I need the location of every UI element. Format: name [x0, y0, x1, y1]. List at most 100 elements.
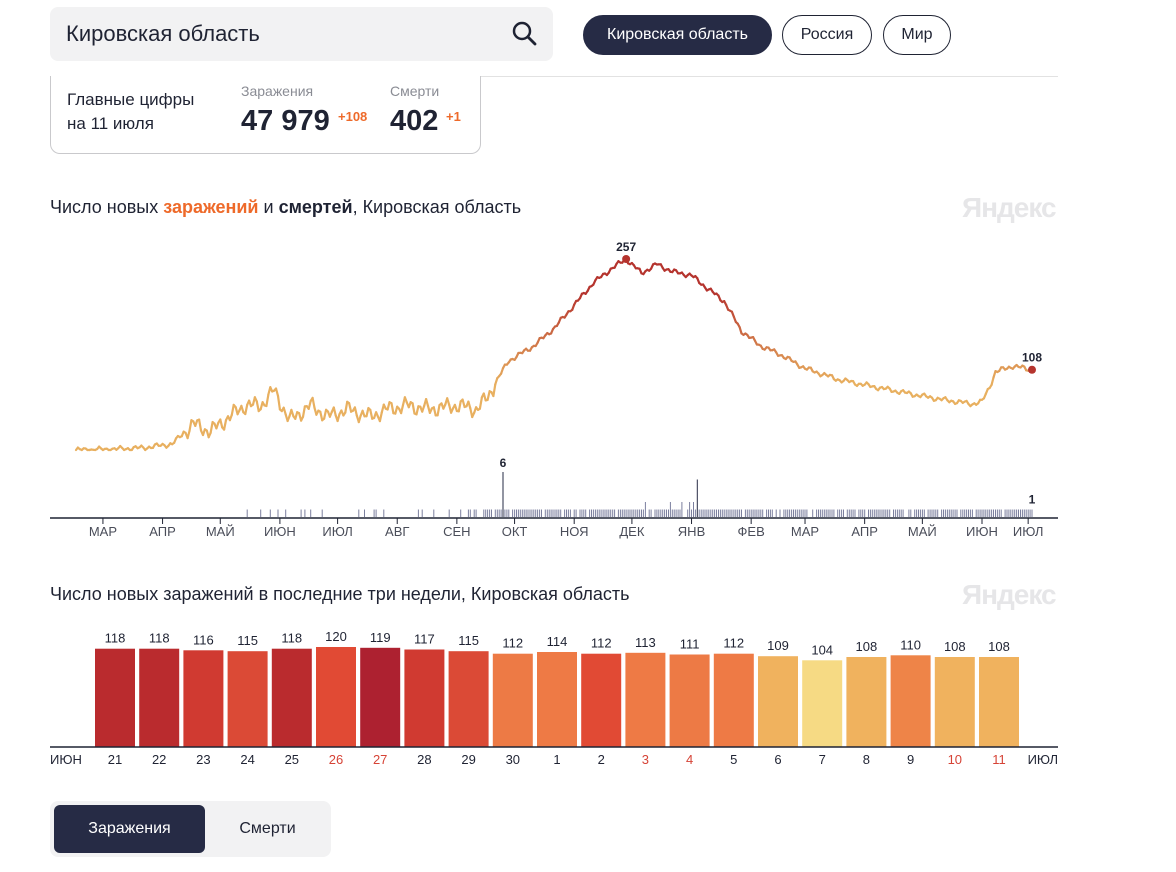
infections-line-segment	[244, 403, 249, 416]
bar-category-label: 24	[240, 752, 254, 767]
bar-category-label: 29	[461, 752, 475, 767]
infections-line-segment	[478, 396, 483, 410]
bar-value-label: 112	[502, 636, 523, 651]
bar-category-label: 4	[686, 752, 693, 767]
summary-label: Главные цифры на 11 июля	[67, 88, 194, 136]
infections-bar	[95, 648, 135, 747]
tab-deaths[interactable]: Смерти	[239, 820, 296, 837]
chart1-title-infections: заражений	[163, 197, 259, 217]
infections-last-label: 108	[1022, 351, 1042, 365]
chart2-month-end: ИЮЛ	[1028, 752, 1058, 767]
search-icon[interactable]	[511, 20, 539, 48]
chip-world[interactable]: Мир	[883, 15, 951, 55]
infections-line-segment	[230, 403, 235, 416]
infections-title: Заражения	[241, 83, 314, 99]
infections-line-segment	[219, 418, 224, 429]
infections-line-segment	[290, 408, 295, 418]
infections-line-segment	[411, 402, 416, 415]
infections-line-segment	[294, 411, 299, 420]
infections-line-segment	[311, 396, 316, 409]
infections-deaths-chart: 257 108 6 1 МАР АПР МАЙ ИЮН ИЮЛ АВГ СЕН ОКТ НОЯ ДЕК ЯН…	[50, 240, 1058, 539]
infections-peak-label: 257	[616, 240, 636, 254]
chart2-month-start: ИЮН	[50, 752, 82, 767]
infections-line-segment	[198, 418, 203, 432]
infections-line-segment	[432, 406, 437, 417]
chart1-x-tick-label: МАЙ	[908, 524, 937, 539]
infections-line-segment	[365, 407, 370, 418]
chart2-title: Число новых заражений в последние три не…	[50, 584, 630, 604]
infections-bar	[139, 648, 180, 747]
infections-line-segment	[323, 408, 328, 420]
infections-line-segment	[276, 394, 281, 411]
infections-bar	[802, 660, 843, 747]
summary-label-line1: Главные цифры	[67, 90, 195, 109]
infections-line-segment	[353, 406, 358, 417]
bar-category-label: 26	[329, 752, 343, 767]
chart1-x-tick-label: ИЮЛ	[322, 524, 352, 539]
infections-bar	[669, 654, 710, 747]
tab-infections[interactable]: Заражения	[54, 805, 205, 853]
infections-line-segment	[415, 405, 420, 416]
infections-bar	[448, 651, 489, 747]
bar-category-label: 3	[642, 752, 649, 767]
infections-delta: +108	[338, 109, 368, 124]
bar-category-label: 10	[948, 752, 962, 767]
deaths-value: 402	[390, 105, 439, 137]
infections-bar	[581, 653, 622, 747]
bar-category-label: 5	[730, 752, 737, 767]
bar-value-label: 109	[767, 638, 789, 653]
chart1-title-deaths: смертей	[278, 197, 353, 217]
search-box[interactable]: Кировская область	[50, 7, 553, 61]
infections-bar	[890, 655, 931, 747]
bar-value-label: 118	[149, 631, 170, 646]
mode-tabs: Заражения Смерти	[50, 801, 331, 857]
bar-value-label: 116	[193, 632, 214, 647]
infections-value: 47 979	[241, 105, 330, 137]
infections-line-segment	[357, 414, 362, 424]
yandex-watermark-2: Яндекс	[962, 579, 1057, 610]
chip-kirov-region[interactable]: Кировская область	[583, 15, 772, 55]
chart1-x-tick-label: ФЕВ	[738, 524, 765, 539]
chart1-x-tick-label: ИЮН	[966, 524, 998, 539]
infections-bar	[360, 647, 401, 747]
chart1-x-tick-label: ЯНВ	[678, 524, 705, 539]
infections-line-segment	[400, 404, 405, 415]
infections-line-segment	[186, 429, 191, 440]
infections-bar	[934, 657, 975, 747]
infections-bar	[404, 649, 445, 747]
infections-bar	[713, 653, 754, 747]
chart1-x-tick-label: ОКТ	[502, 524, 528, 539]
chart1-x-tick-label: АВГ	[385, 524, 409, 539]
bar-value-label: 118	[281, 631, 302, 646]
infections-bar	[227, 651, 268, 747]
infections-line-segment	[369, 408, 374, 420]
chart1-x-tick-label: НОЯ	[560, 524, 589, 539]
bar-value-label: 112	[591, 636, 612, 651]
infections-bar	[316, 647, 356, 747]
infections-line-segment	[188, 419, 193, 432]
infections-last-point	[1028, 365, 1036, 374]
chart1-x-tick-label: СЕН	[443, 524, 470, 539]
bar-category-label: 7	[819, 752, 826, 767]
chart1-title: Число новых заражений и смертей, Кировск…	[50, 197, 521, 218]
bar-value-label: 108	[944, 639, 966, 654]
search-input[interactable]: Кировская область	[66, 21, 260, 46]
bar-value-label: 110	[900, 637, 921, 652]
header-divider	[50, 76, 1058, 77]
infections-bar	[846, 657, 887, 747]
chart1-title-part2: и	[258, 197, 279, 217]
infections-line-segment	[467, 400, 472, 410]
infections-line-segment	[446, 397, 451, 406]
infections-peak-point	[622, 255, 631, 263]
bar-category-label: 9	[907, 752, 914, 767]
chart1-x-tick-label: ИЮЛ	[1013, 524, 1043, 539]
bar-value-label: 111	[680, 637, 700, 652]
chart1-x-tick-label: ИЮН	[264, 524, 296, 539]
infections-bar	[979, 657, 1019, 747]
chip-russia[interactable]: Россия	[782, 15, 872, 55]
infections-bar	[537, 652, 577, 747]
bar-value-label: 115	[237, 633, 258, 648]
bar-category-label: 1	[553, 752, 560, 767]
infections-line-segment	[390, 402, 395, 415]
